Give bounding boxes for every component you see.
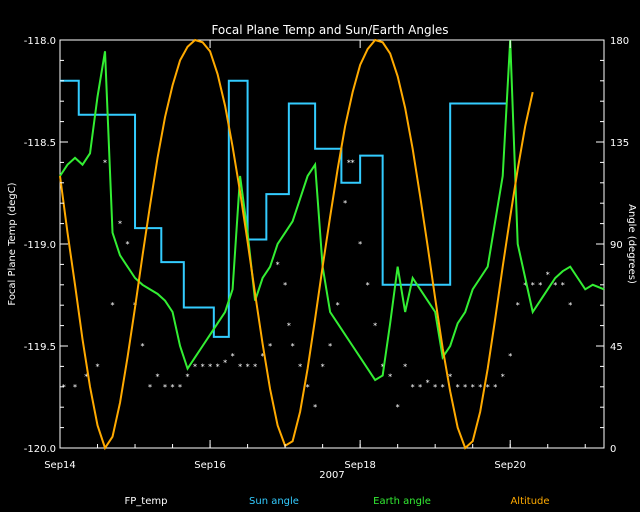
fp-temp-point: * (287, 322, 291, 331)
fp-temp-point: * (433, 383, 437, 392)
fp-temp-point: * (418, 383, 422, 392)
fp-temp-point: * (73, 383, 77, 392)
fp-temp-point: * (163, 383, 167, 392)
fp-temp-point: * (568, 301, 572, 310)
y2-axis-label: Angle (degrees) (626, 204, 637, 284)
fp-temp-point: * (268, 342, 272, 351)
fp-temp-point: * (546, 271, 550, 280)
y-axis-left: -118.0 -118.5 -119.0 -119.5 -120.0 (24, 36, 68, 455)
fp-temp-point: * (561, 281, 565, 290)
fp-temp-point: * (411, 383, 415, 392)
x-axis-label: 2007 (319, 470, 344, 481)
fp-temp-point: * (171, 383, 175, 392)
fp-temp-point: * (493, 383, 497, 392)
fp-temp-point: * (553, 281, 557, 290)
fp-temp-point: * (238, 362, 242, 371)
y2-tick-label: 135 (610, 138, 629, 149)
y-axis-right: 0 45 90 135 180 (596, 36, 629, 455)
fp-temp-point: * (261, 352, 265, 361)
fp-temp-point: * (523, 281, 527, 290)
x-tick-label: Sep18 (344, 460, 376, 471)
y-tick-label: -118.0 (24, 36, 56, 47)
x-axis: Sep14 Sep16 Sep18 Sep20 (44, 40, 586, 471)
fp-temp-point: * (336, 301, 340, 310)
y2-tick-label: 90 (610, 240, 623, 251)
fp-temp-point: * (223, 358, 227, 367)
fp-temp-point: * (508, 352, 512, 361)
fp-temp-point: * (388, 373, 392, 382)
fp-temp-point: * (201, 362, 205, 371)
fp-temp-point: * (216, 362, 220, 371)
fp-temp-point: * (403, 362, 407, 371)
fp-temp-point: * (478, 383, 482, 392)
fp-temp-point: * (501, 373, 505, 382)
y-axis-label: Focal Plane Temp (degC) (7, 182, 18, 305)
fp-temp-point: * (531, 281, 535, 290)
fp-temp-point: * (441, 383, 445, 392)
fp-temp-point: * (396, 403, 400, 412)
legend: FP_temp Sun angle Earth angle Altitude (125, 496, 550, 507)
fp-temp-point: * (141, 342, 145, 351)
fp-temp-point: * (321, 362, 325, 371)
fp-temp-point: * (366, 281, 370, 290)
y2-tick-label: 45 (610, 342, 623, 353)
x-tick-label: Sep14 (44, 460, 76, 471)
y-tick-label: -118.5 (24, 138, 56, 149)
fp-temp-point: * (246, 362, 250, 371)
fp-temp-point: * (486, 383, 490, 392)
fp-temp-point: * (103, 158, 107, 167)
x-tick-label: Sep20 (494, 460, 526, 471)
fp-temp-point: * (126, 240, 130, 249)
legend-item-altitude: Altitude (510, 496, 549, 507)
plot-frame (59, 39, 605, 449)
x-tick-label: Sep16 (194, 460, 226, 471)
fp-temp-point: * (328, 342, 332, 351)
legend-item-earth-angle: Earth angle (373, 496, 431, 507)
fp-temp-point: * (448, 373, 452, 382)
fp-temp-point: * (347, 158, 351, 167)
fp-temp-point: * (358, 240, 362, 249)
fp-temp-point: * (463, 383, 467, 392)
fp-temp-point: * (208, 362, 212, 371)
y-tick-label: -119.5 (24, 342, 56, 353)
fp-temp-point: * (283, 281, 287, 290)
series-sun-angle-line (60, 79, 507, 338)
fp-temp-point: * (516, 301, 520, 310)
chart-title: Focal Plane Temp and Sun/Earth Angles (211, 23, 448, 37)
fp-temp-point: * (118, 220, 122, 229)
fp-temp-point: * (426, 379, 430, 388)
fp-temp-point: * (351, 158, 355, 167)
fp-temp-point: * (298, 362, 302, 371)
fp-temp-point: * (291, 342, 295, 351)
fp-temp-point: * (306, 383, 310, 392)
fp-temp-point: * (343, 199, 347, 208)
series-fp-temp: ************ * *** * * * *** * *************** **… (62, 158, 572, 412)
fp-temp-point: * (381, 362, 385, 371)
fp-temp-point: * (84, 373, 88, 382)
fp-temp-point: * (148, 383, 152, 392)
fp-temp-point: * (193, 362, 197, 371)
fp-temp-point: * (96, 362, 100, 371)
fp-temp-point: * (253, 362, 257, 371)
fp-temp-point: * (186, 373, 190, 382)
series-altitude-line (59, 38, 534, 451)
fp-temp-point: * (538, 281, 542, 290)
fp-temp-point: * (456, 383, 460, 392)
fp-temp-point: * (178, 383, 182, 392)
y2-tick-label: 180 (610, 36, 629, 47)
y-tick-label: -120.0 (24, 444, 56, 455)
fp-temp-point: * (373, 322, 377, 331)
fp-temp-point: * (313, 403, 317, 412)
fp-temp-point: * (276, 260, 280, 269)
fp-temp-point: * (156, 373, 160, 382)
legend-item-fp-temp: FP_temp (125, 496, 168, 507)
fp-temp-point: * (111, 301, 115, 310)
series-layer: ************ * *** * * * *** * *************** **… (59, 38, 605, 451)
fp-temp-point: * (231, 352, 235, 361)
legend-item-sun-angle: Sun angle (249, 496, 299, 507)
y-tick-label: -119.0 (24, 240, 56, 251)
y2-tick-label: 0 (610, 444, 616, 455)
fp-temp-point: * (471, 383, 475, 392)
